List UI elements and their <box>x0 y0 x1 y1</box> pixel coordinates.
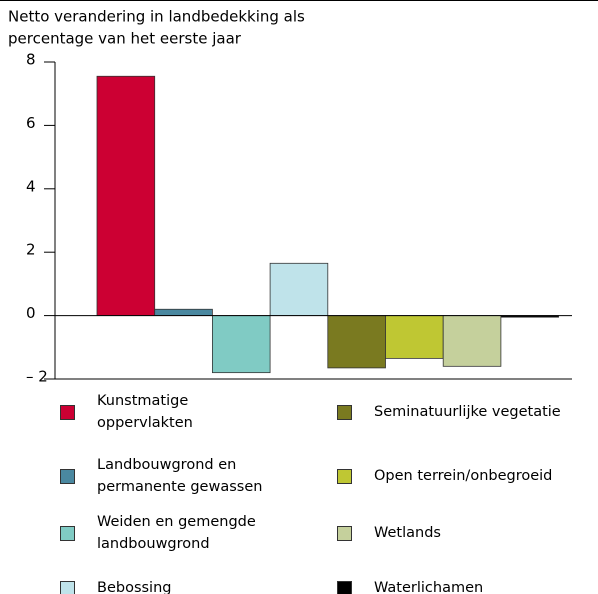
axis-title: percentage van het eerste jaar <box>8 30 242 48</box>
axis-title: Netto verandering in landbedekking als <box>8 8 305 26</box>
legend-label: Kunstmatige oppervlakten <box>97 393 193 431</box>
y-tick-label: 4 <box>26 177 36 195</box>
y-tick-label: – 2 <box>26 368 48 386</box>
legend-label: Open terrein/onbegroeid <box>374 468 553 484</box>
legend-swatch <box>337 525 352 541</box>
legend-swatch <box>337 404 352 420</box>
legend-swatch <box>60 525 75 541</box>
legend-swatch <box>337 468 352 484</box>
legend-label: Weiden en gemengde landbouwgrond <box>97 514 256 552</box>
y-tick-label: 2 <box>26 241 36 259</box>
legend-swatch <box>60 580 75 594</box>
legend-item: Wetlands <box>337 511 587 555</box>
legend-label: Landbouwgrond en permanente gewassen <box>97 457 263 495</box>
bar <box>327 315 386 369</box>
bar <box>442 315 502 367</box>
y-tick-label: 0 <box>26 304 36 322</box>
bar <box>154 308 213 317</box>
legend-item: Seminatuurlijke vegetatie <box>337 390 587 434</box>
y-tick-label: 8 <box>26 51 36 69</box>
legend-swatch <box>60 468 75 484</box>
legend-label: Bebossing <box>97 580 172 594</box>
legend-swatch <box>337 580 352 594</box>
legend-label: Wetlands <box>374 525 441 541</box>
legend-label: Seminatuurlijke vegetatie <box>374 404 561 420</box>
legend-item: Waterlichamen <box>337 566 587 594</box>
legend-item: Open terrein/onbegroeid <box>337 454 587 498</box>
legend-item: Kunstmatige oppervlakten <box>60 390 310 434</box>
y-tick-label: 6 <box>26 114 36 132</box>
bar <box>385 315 444 359</box>
legend-swatch <box>60 404 75 420</box>
bar <box>269 262 329 317</box>
legend-label: Waterlichamen <box>374 580 484 594</box>
legend-item: Weiden en gemengde landbouwgrond <box>60 511 310 555</box>
legend-item: Landbouwgrond en permanente gewassen <box>60 454 310 498</box>
bar <box>96 75 156 317</box>
bar <box>211 315 271 374</box>
legend-item: Bebossing <box>60 566 310 594</box>
